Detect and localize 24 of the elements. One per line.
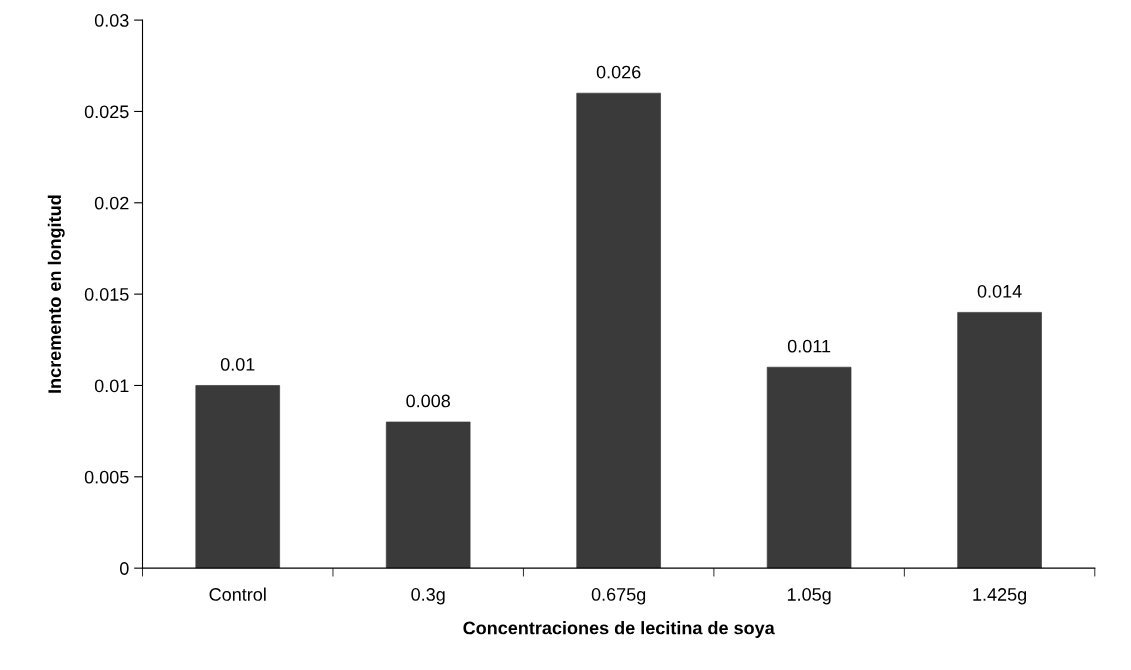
bar xyxy=(195,385,280,569)
x-tick-label: 0.675g xyxy=(591,588,646,605)
bar xyxy=(957,312,1042,569)
y-tick-label: 0.015 xyxy=(84,288,129,301)
x-tick-label: Control xyxy=(209,587,266,601)
y-tick-label: 0.03 xyxy=(94,14,129,27)
y-axis-title: Incremento en longitud xyxy=(47,195,65,393)
y-tick-label: 0.005 xyxy=(84,470,129,484)
x-tick-label: 1.425g xyxy=(973,588,1027,605)
data-label: 0.01 xyxy=(220,358,255,371)
data-label: 0.011 xyxy=(787,339,831,353)
data-label: 0.026 xyxy=(596,65,641,79)
bar xyxy=(385,421,471,569)
y-tick-label: 0.025 xyxy=(84,105,129,119)
bar xyxy=(576,92,661,569)
x-tick-label: 0.3g xyxy=(411,588,445,605)
y-tick-label: 0 xyxy=(119,562,129,575)
x-axis-title: Concentraciones de lecitina de soya xyxy=(463,621,775,638)
y-tick-label: 0.02 xyxy=(94,196,129,210)
x-tick-label: 1.05g xyxy=(787,588,831,605)
data-label: 0.008 xyxy=(406,394,451,408)
y-tick-label: 0.01 xyxy=(94,379,129,393)
bar xyxy=(766,366,852,569)
data-label: 0.014 xyxy=(977,284,1022,298)
